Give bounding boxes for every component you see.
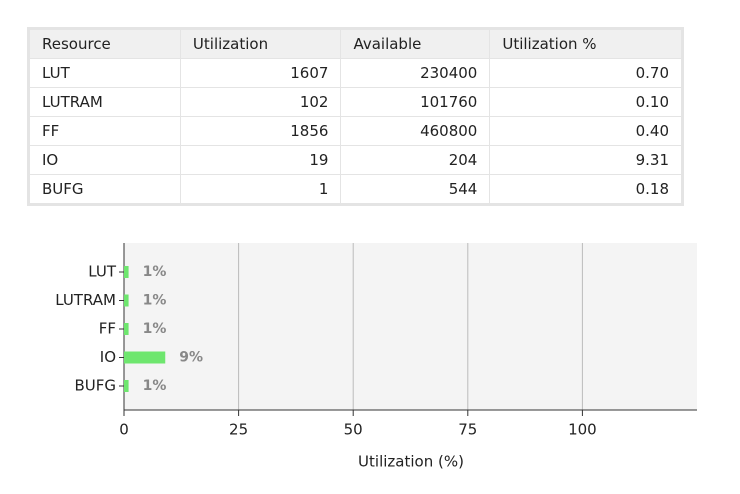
- x-tick-label: 25: [229, 421, 248, 439]
- bar: [124, 351, 166, 364]
- table-cell: 1607: [179, 58, 342, 88]
- value-label: 1%: [143, 378, 167, 394]
- column-header: Resource: [28, 28, 181, 59]
- table-cell: 1856: [179, 116, 342, 146]
- bar: [124, 266, 129, 278]
- column-header: Utilization %: [489, 28, 683, 59]
- x-axis-title: Utilization (%): [358, 453, 464, 471]
- y-tick-label: LUT: [88, 263, 117, 281]
- table-cell: 0.70: [489, 58, 683, 88]
- value-label: 1%: [143, 264, 167, 280]
- value-label: 1%: [143, 293, 167, 309]
- header-row: Resource Utilization Available Utilization …: [28, 28, 683, 59]
- value-label: 9%: [179, 350, 203, 366]
- table-cell: 544: [340, 174, 491, 205]
- table-cell: 9.31: [489, 145, 683, 175]
- table-cell: 1: [179, 174, 342, 205]
- table-cell: IO: [28, 145, 181, 175]
- bar: [124, 380, 129, 392]
- x-tick-label: 0: [119, 421, 129, 439]
- table-cell: LUTRAM: [28, 87, 181, 117]
- table-cell: LUT: [28, 58, 181, 88]
- table-cell: 19: [179, 145, 342, 175]
- table-row: LUTRAM 102 101760 0.10: [28, 87, 683, 117]
- table-cell: 204: [340, 145, 491, 175]
- table-row: FF 1856 460800 0.40: [28, 116, 683, 146]
- utilization-table: Resource Utilization Available Utilization …: [27, 27, 684, 206]
- x-tick-label: 50: [344, 421, 363, 439]
- table-cell: 0.40: [489, 116, 683, 146]
- value-label: 1%: [143, 321, 167, 337]
- bar: [124, 294, 129, 307]
- plot-area: [124, 243, 697, 410]
- table-cell: 101760: [340, 87, 491, 117]
- table-cell: 0.18: [489, 174, 683, 205]
- y-tick-label: LUTRAM: [55, 291, 116, 309]
- table-cell: 230400: [340, 58, 491, 88]
- table-row: LUT 1607 230400 0.70: [28, 58, 683, 88]
- x-tick-label: 100: [568, 421, 597, 439]
- table-cell: 460800: [340, 116, 491, 146]
- y-tick-label: IO: [100, 348, 116, 366]
- table-cell: 102: [179, 87, 342, 117]
- table-row: IO 19 204 9.31: [28, 145, 683, 175]
- table-cell: FF: [28, 116, 181, 146]
- bar: [124, 323, 129, 335]
- y-tick-label: BUFG: [74, 377, 116, 395]
- table-cell: BUFG: [28, 174, 181, 205]
- column-header: Utilization: [179, 28, 342, 59]
- x-tick-label: 75: [458, 421, 477, 439]
- table-row: BUFG 1 544 0.18: [28, 174, 683, 205]
- table-cell: 0.10: [489, 87, 683, 117]
- y-tick-label: FF: [99, 320, 116, 338]
